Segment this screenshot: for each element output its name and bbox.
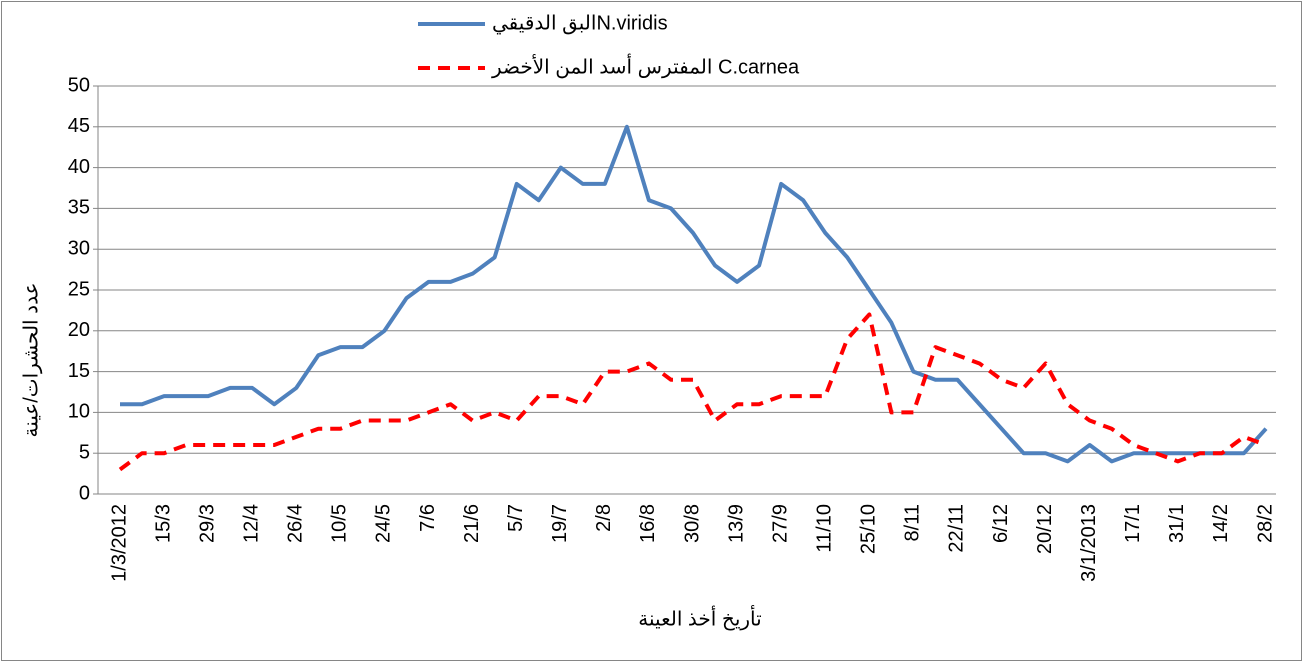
x-tick-label: 15/3 <box>152 504 174 543</box>
y-tick-label: 20 <box>68 319 90 341</box>
legend-label: المفترس أسد المن الأخضر C.carnea <box>491 53 800 78</box>
x-tick-label: 19/7 <box>549 504 571 543</box>
x-tick-label: 7/6 <box>417 504 439 532</box>
x-tick-label: 22/11 <box>946 504 968 553</box>
y-tick-label: 0 <box>79 482 90 504</box>
x-tick-label: 17/1 <box>1122 504 1144 543</box>
x-tick-label: 12/4 <box>241 504 263 543</box>
x-tick-label: 29/3 <box>196 504 218 543</box>
y-tick-label: 50 <box>68 74 90 96</box>
x-tick-label: 27/9 <box>769 504 791 543</box>
y-tick-label: 30 <box>68 237 90 259</box>
x-tick-label: 24/5 <box>373 504 395 543</box>
x-tick-label: 1/3/2012 <box>108 504 130 582</box>
x-tick-label: 26/4 <box>285 504 307 543</box>
x-tick-label: 31/1 <box>1166 504 1188 543</box>
x-tick-label: 8/11 <box>902 504 924 541</box>
x-tick-label: 14/2 <box>1210 504 1232 543</box>
y-tick-label: 35 <box>68 197 90 219</box>
x-tick-label: 6/12 <box>990 504 1012 543</box>
y-tick-label: 45 <box>68 115 90 137</box>
legend-label: البق الدقيقيN.viridis <box>492 12 668 35</box>
x-tick-label: 28/2 <box>1254 504 1276 543</box>
x-tick-label: 2/8 <box>593 504 615 532</box>
x-tick-label: 16/8 <box>637 504 659 543</box>
y-tick-label: 40 <box>68 156 90 178</box>
x-tick-label: 10/5 <box>329 504 351 543</box>
y-tick-label: 25 <box>68 278 90 300</box>
x-tick-label: 20/12 <box>1034 504 1056 554</box>
x-tick-label: 11/10 <box>814 504 836 553</box>
x-tick-label: 3/1/2013 <box>1078 504 1100 582</box>
y-axis-title: عدد الحشرات/عينة <box>20 283 42 438</box>
y-tick-label: 10 <box>68 401 90 423</box>
x-tick-label: 21/6 <box>461 504 483 543</box>
series-line <box>120 124 1268 464</box>
x-axis-title: تأريخ أخذ العينة <box>638 604 761 630</box>
x-tick-label: 30/8 <box>681 504 703 543</box>
y-tick-label: 15 <box>68 360 90 382</box>
x-tick-label: 25/10 <box>858 504 880 554</box>
series-line <box>118 312 1267 472</box>
y-tick-label: 5 <box>79 441 90 463</box>
x-tick-label: 5/7 <box>505 504 527 532</box>
x-tick-label: 13/9 <box>725 504 747 543</box>
